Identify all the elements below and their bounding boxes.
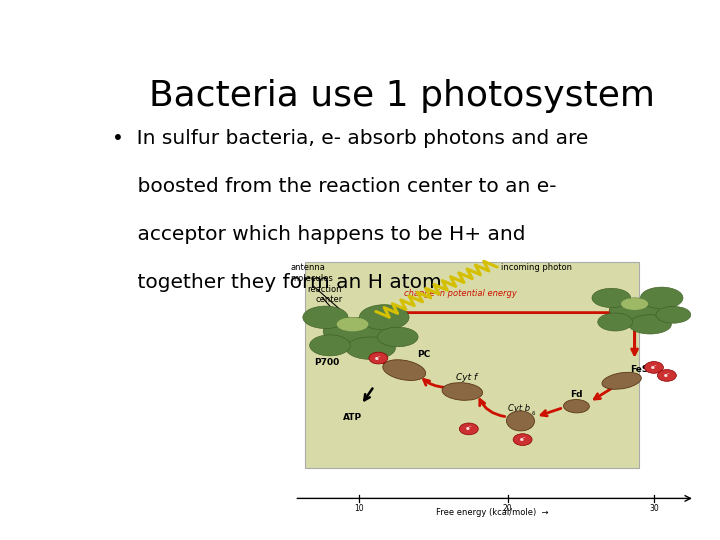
Text: molecules: molecules	[290, 274, 333, 283]
Text: Fd: Fd	[570, 390, 582, 399]
Text: Cyt f: Cyt f	[456, 373, 477, 382]
Ellipse shape	[640, 287, 683, 309]
Circle shape	[369, 352, 388, 364]
Text: change in potential energy: change in potential energy	[404, 289, 517, 298]
Ellipse shape	[609, 298, 660, 322]
Text: reaction: reaction	[307, 285, 342, 294]
Text: $_6$: $_6$	[531, 409, 536, 418]
Ellipse shape	[598, 313, 633, 331]
Text: Free energy (kcal/mole)  →: Free energy (kcal/mole) →	[436, 508, 549, 517]
Ellipse shape	[506, 411, 534, 431]
Ellipse shape	[359, 305, 409, 330]
Text: 20: 20	[503, 504, 513, 513]
Text: •  In sulfur bacteria, e- absorb photons and are: • In sulfur bacteria, e- absorb photons …	[112, 129, 589, 149]
Ellipse shape	[346, 337, 395, 360]
Text: e⁻: e⁻	[651, 365, 657, 370]
Ellipse shape	[310, 335, 351, 356]
Text: e⁻: e⁻	[466, 427, 472, 431]
Ellipse shape	[656, 306, 690, 323]
Text: ATP: ATP	[343, 413, 362, 422]
Text: e⁻: e⁻	[664, 373, 670, 378]
Text: PC: PC	[417, 349, 431, 359]
Ellipse shape	[377, 327, 418, 347]
Ellipse shape	[337, 318, 369, 332]
Bar	[305, 262, 639, 468]
Text: together they form an H atom.: together they form an H atom.	[112, 273, 449, 292]
Text: Bacteria use 1 photosystem: Bacteria use 1 photosystem	[150, 79, 655, 113]
Text: e⁻: e⁻	[375, 355, 382, 361]
Ellipse shape	[383, 360, 426, 381]
Ellipse shape	[629, 315, 671, 334]
Circle shape	[459, 423, 478, 435]
Ellipse shape	[564, 400, 590, 413]
Text: FeS: FeS	[630, 364, 649, 374]
Text: 10: 10	[354, 504, 364, 513]
Ellipse shape	[621, 298, 648, 310]
Ellipse shape	[442, 383, 482, 400]
Ellipse shape	[592, 288, 631, 308]
Circle shape	[644, 362, 663, 373]
Text: 30: 30	[649, 504, 659, 513]
Circle shape	[513, 434, 532, 445]
Ellipse shape	[602, 372, 642, 389]
Text: incoming photon: incoming photon	[501, 263, 572, 272]
Text: acceptor which happens to be H+ and: acceptor which happens to be H+ and	[112, 225, 526, 244]
Text: boosted from the reaction center to an e-: boosted from the reaction center to an e…	[112, 177, 557, 196]
Text: antenna: antenna	[290, 263, 325, 272]
Ellipse shape	[303, 306, 348, 328]
Text: e⁻: e⁻	[519, 437, 526, 442]
Text: center: center	[316, 295, 343, 304]
Text: P700: P700	[314, 358, 339, 367]
Ellipse shape	[323, 318, 382, 346]
Circle shape	[657, 369, 676, 381]
Text: Cyt b: Cyt b	[508, 404, 530, 413]
